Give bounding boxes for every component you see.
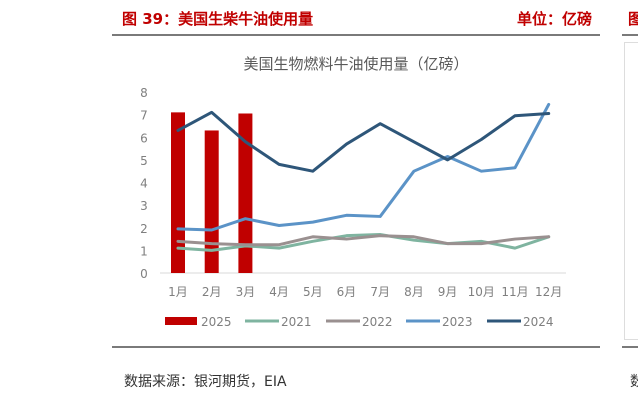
neighbor-top-rule bbox=[622, 34, 638, 36]
line-2023 bbox=[176, 102, 551, 232]
neighbor-panel-source: 数 bbox=[630, 374, 638, 390]
x-tick-label: 10月 bbox=[468, 285, 495, 299]
x-tick-label: 7月 bbox=[370, 285, 390, 299]
y-tick-label: 5 bbox=[140, 154, 148, 168]
data-source: 数据来源：银河期货，EIA bbox=[124, 374, 287, 390]
x-tick-label: 12月 bbox=[535, 285, 562, 299]
chart-title: 美国生物燃料牛油使用量（亿磅） bbox=[243, 55, 468, 73]
x-tick-label: 8月 bbox=[404, 285, 424, 299]
legend-label-2025: 2025 bbox=[201, 315, 232, 329]
figure-header: 图 39：美国生柴牛油使用量 单位：亿磅 bbox=[122, 8, 592, 32]
x-tick-label: 11月 bbox=[501, 285, 528, 299]
top-rule bbox=[112, 34, 600, 36]
x-axis: 1月 2月 3月 4月 5月 6月 7月 8月 9月 10月 11月 12月 bbox=[168, 285, 562, 299]
line-2022 bbox=[176, 234, 551, 247]
x-tick-label: 6月 bbox=[337, 285, 357, 299]
line-2024 bbox=[176, 110, 551, 173]
neighbor-panel-title: 图 bbox=[628, 10, 638, 28]
x-tick-label: 3月 bbox=[236, 285, 256, 299]
x-tick-label: 4月 bbox=[269, 285, 289, 299]
bar-2025-3 bbox=[238, 113, 253, 274]
line-series bbox=[176, 102, 551, 252]
bar-2025-1 bbox=[171, 112, 185, 273]
y-tick-label: 0 bbox=[140, 267, 148, 281]
bar-series-2025 bbox=[171, 112, 253, 274]
legend-swatch-2025 bbox=[165, 317, 197, 325]
neighbor-bottom-rule bbox=[622, 346, 638, 348]
y-tick-label: 3 bbox=[140, 199, 148, 213]
y-tick-label: 8 bbox=[140, 86, 148, 100]
neighbor-panel-frame bbox=[624, 42, 638, 340]
bar-2025-2 bbox=[204, 130, 219, 273]
y-tick-label: 2 bbox=[140, 222, 148, 236]
y-axis: 0 1 2 3 4 5 6 7 8 bbox=[140, 86, 148, 281]
x-tick-label: 2月 bbox=[202, 285, 222, 299]
legend: 2025 2021 2022 2023 2024 bbox=[165, 315, 554, 329]
y-tick-label: 4 bbox=[140, 177, 148, 191]
figure-title: 图 39：美国生柴牛油使用量 bbox=[122, 10, 314, 28]
y-tick-label: 1 bbox=[140, 244, 148, 258]
y-tick-label: 6 bbox=[140, 131, 148, 145]
legend-label-2022: 2022 bbox=[362, 315, 393, 329]
x-tick-label: 9月 bbox=[438, 285, 458, 299]
figure-unit: 单位：亿磅 bbox=[516, 10, 592, 28]
legend-label-2021: 2021 bbox=[281, 315, 312, 329]
legend-label-2023: 2023 bbox=[442, 315, 473, 329]
bottom-rule bbox=[112, 346, 600, 348]
x-tick-label: 1月 bbox=[168, 285, 188, 299]
legend-label-2024: 2024 bbox=[523, 315, 554, 329]
y-tick-label: 7 bbox=[140, 109, 148, 123]
x-tick-label: 5月 bbox=[303, 285, 323, 299]
